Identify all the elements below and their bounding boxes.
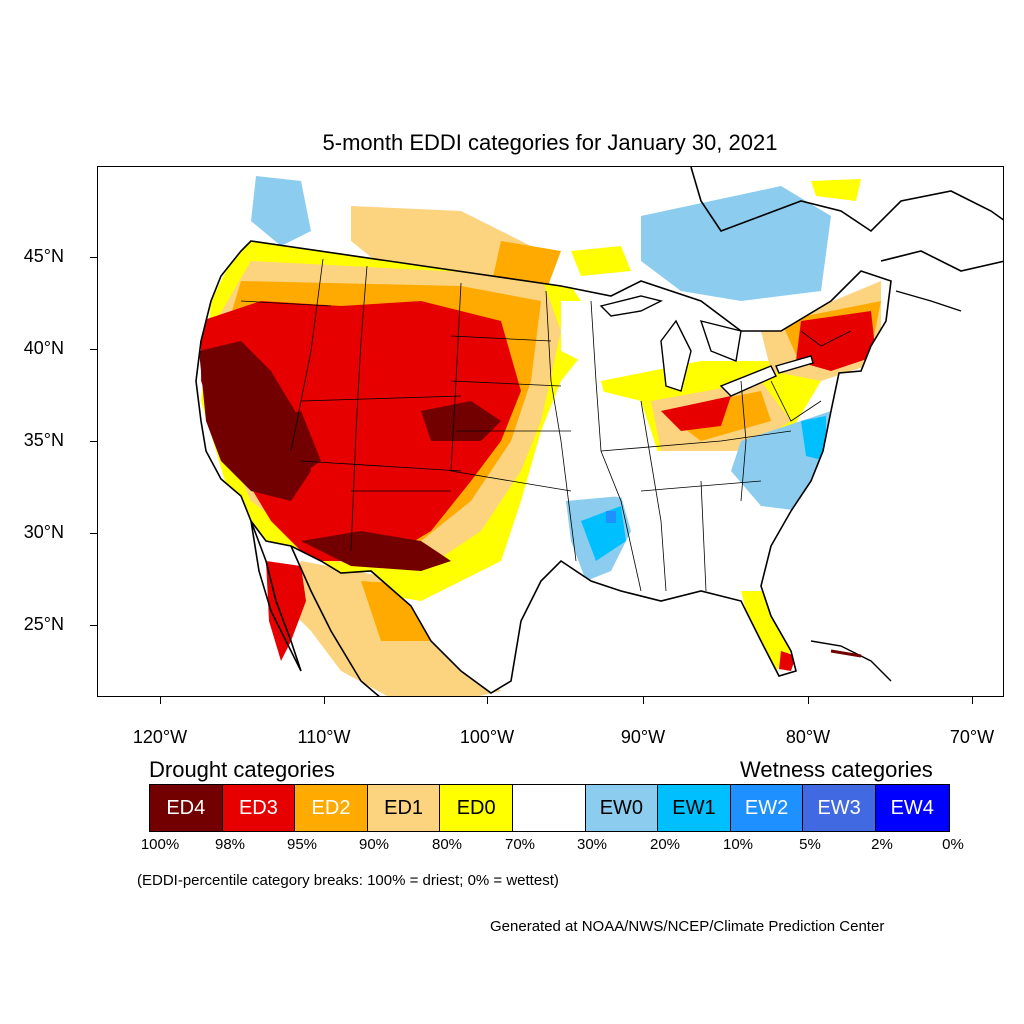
lat-tick <box>90 349 97 351</box>
legend-cell-ew1: EW1 <box>658 785 731 831</box>
lat-tick <box>90 533 97 535</box>
category-note: (EDDI-percentile category breaks: 100% =… <box>137 872 559 889</box>
lat-label: 30°N <box>23 522 64 542</box>
wetness-heading: Wetness categories <box>740 757 933 782</box>
legend-cell-ed3: ED3 <box>222 785 296 831</box>
legend-cell-ew3: EW3 <box>803 785 876 831</box>
break-label: 100% <box>140 836 180 853</box>
lon-label: 110°W <box>297 727 351 747</box>
map-panel <box>97 166 1004 697</box>
lon-tick <box>487 697 489 704</box>
eddi-map <box>195 167 1003 696</box>
lon-tick <box>808 697 810 704</box>
lon-label: 100°W <box>459 727 515 747</box>
drought-heading: Drought categories <box>149 757 335 782</box>
break-label: 10% <box>722 836 754 853</box>
lat-label: 35°N <box>23 430 64 450</box>
break-label: 5% <box>799 836 821 853</box>
lon-label: 90°W <box>620 727 666 747</box>
map-title: 5-month EDDI categories for January 30, … <box>322 130 778 155</box>
legend-colorbar: ED4 ED3 ED2 ED1 ED0 EW0 EW1 EW2 EW3 EW4 <box>149 784 950 832</box>
lat-label: 40°N <box>23 338 64 358</box>
legend-cell-ew4: EW4 <box>875 785 949 831</box>
break-label: 0% <box>942 836 964 853</box>
lon-tick <box>972 697 974 704</box>
legend-cell-ed4: ED4 <box>150 785 223 831</box>
break-label: 20% <box>649 836 681 853</box>
break-label: 98% <box>214 836 246 853</box>
credit-text: Generated at NOAA/NWS/NCEP/Climate Predi… <box>490 918 885 935</box>
lat-tick <box>90 441 97 443</box>
legend-cell-neutral <box>512 785 586 831</box>
lon-tick <box>643 697 645 704</box>
break-label: 90% <box>358 836 390 853</box>
lat-label: 45°N <box>23 246 64 266</box>
break-label: 80% <box>431 836 463 853</box>
lat-tick <box>90 625 97 627</box>
lon-tick <box>324 697 326 704</box>
lat-tick <box>90 257 97 259</box>
lon-label: 70°W <box>949 727 995 747</box>
break-label: 95% <box>286 836 318 853</box>
legend-cell-ed2: ED2 <box>295 785 368 831</box>
break-label: 70% <box>504 836 536 853</box>
lon-label: 120°W <box>132 727 188 747</box>
legend-cell-ed0: ED0 <box>440 785 513 831</box>
lon-tick <box>160 697 162 704</box>
lon-label: 80°W <box>785 727 831 747</box>
legend-cell-ed1: ED1 <box>367 785 441 831</box>
legend-cell-ew0: EW0 <box>585 785 659 831</box>
lat-label: 25°N <box>23 614 64 634</box>
legend-cell-ew2: EW2 <box>730 785 804 831</box>
break-label: 30% <box>576 836 608 853</box>
break-label: 2% <box>871 836 893 853</box>
